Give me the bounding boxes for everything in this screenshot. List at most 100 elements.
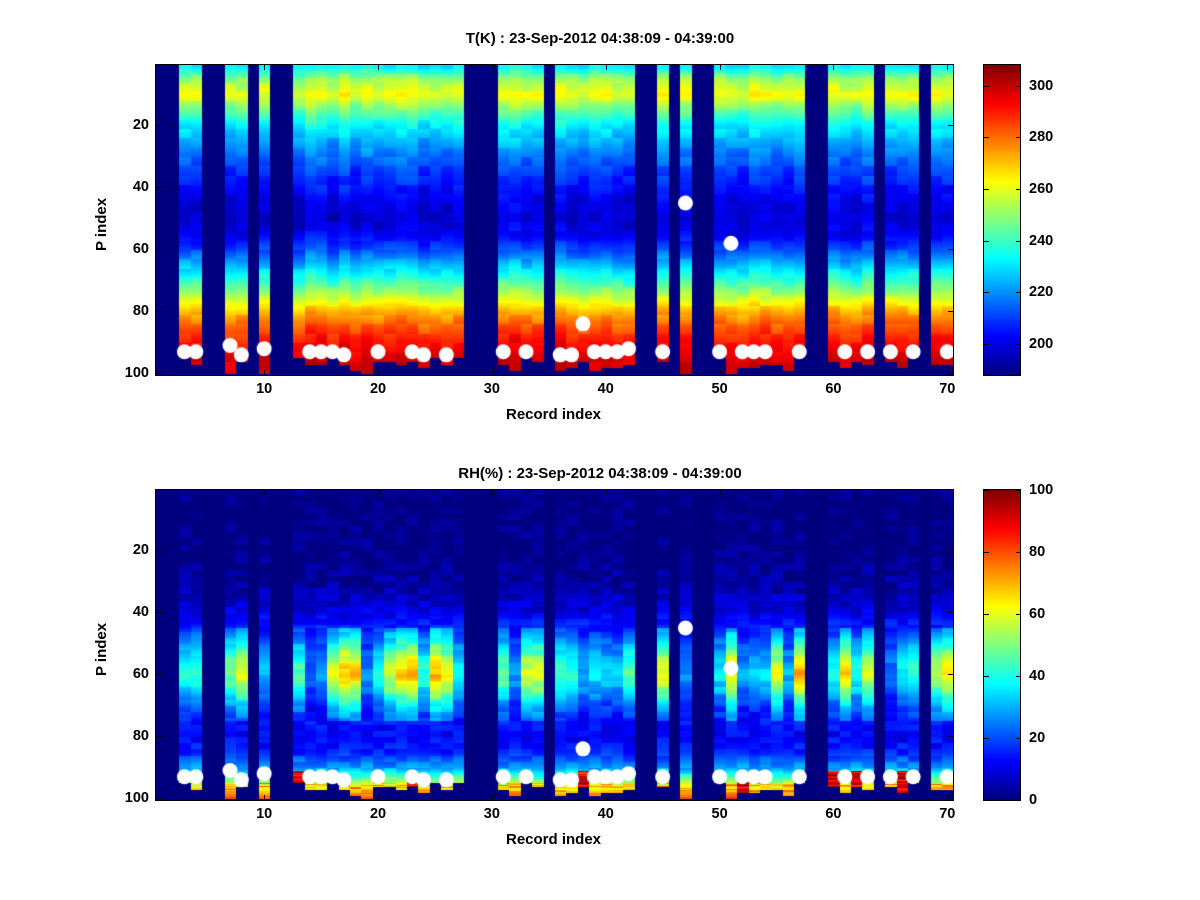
colorbar-tick — [1016, 490, 1021, 491]
yaxis-tick-label: 20 — [132, 117, 149, 134]
xaxis-tick-label: 30 — [483, 806, 500, 822]
colorbar-tick — [984, 490, 989, 491]
xaxis-tick-label: 50 — [711, 806, 728, 822]
colorbar-tick-label: 280 — [1029, 129, 1054, 146]
colorbar-tick — [984, 137, 989, 139]
yaxis-tick-right — [948, 249, 954, 251]
humidity-yaxis-label: P index — [93, 622, 110, 676]
humidity-xaxis-label: Record index — [505, 831, 602, 848]
xaxis-tick-label: 20 — [369, 381, 387, 397]
colorbar-tick — [984, 552, 989, 553]
xaxis-tick-label: 30 — [483, 381, 500, 397]
colorbar-tick-label: 240 — [1029, 232, 1054, 249]
xaxis-tick-label: 70 — [939, 381, 956, 397]
xaxis-tick — [264, 795, 266, 801]
xaxis-tick-label: 40 — [597, 806, 614, 822]
yaxis-tick-right — [948, 550, 954, 552]
xaxis-tick-top — [605, 489, 607, 495]
temperature-panel: T(K) : 23-Sep-2012 04:38:09 - 04:39:00 1… — [93, 30, 1054, 423]
xaxis-tick-top — [378, 64, 380, 70]
xaxis-tick-top — [719, 64, 721, 70]
xaxis-tick-top — [378, 489, 380, 495]
yaxis-tick — [156, 187, 162, 189]
xaxis-tick-top — [264, 489, 266, 495]
yaxis-tick-label: 80 — [132, 303, 149, 320]
xaxis-tick — [833, 370, 835, 376]
xaxis-tick-label: 40 — [597, 381, 614, 397]
xaxis-tick — [264, 370, 266, 376]
yaxis-tick-label: 80 — [132, 728, 149, 745]
yaxis-tick — [156, 373, 162, 375]
colorbar-tick — [984, 292, 989, 294]
colorbar-tick — [984, 614, 989, 615]
colorbar-tick-label: 80 — [1029, 544, 1046, 560]
yaxis-tick-label: 60 — [132, 666, 149, 683]
colorbar-tick-label: 220 — [1029, 284, 1054, 301]
yaxis-tick-label: 100 — [124, 365, 149, 382]
temperature-plot-title: T(K) : 23-Sep-2012 04:38:09 - 04:39:00 — [465, 30, 735, 47]
colorbar-tick — [984, 189, 989, 190]
yaxis-tick-label: 20 — [132, 542, 149, 559]
xaxis-tick — [491, 795, 493, 801]
humidity-plot-title: RH(%) : 23-Sep-2012 04:38:09 - 04:39:00 — [458, 465, 742, 482]
yaxis-tick-right — [948, 674, 954, 676]
temperature-colorbar[interactable] — [983, 64, 1021, 376]
xaxis-tick — [833, 795, 835, 801]
humidity-colorbar[interactable] — [983, 489, 1021, 801]
colorbar-tick — [984, 800, 989, 801]
xaxis-tick — [605, 795, 607, 801]
yaxis-tick — [156, 736, 162, 738]
temperature-colorbar-gradient — [984, 65, 1020, 375]
colorbar-tick — [1016, 137, 1021, 139]
humidity-heatmap — [156, 490, 953, 800]
yaxis-tick-right — [948, 373, 954, 375]
xaxis-tick-top — [719, 489, 721, 495]
xaxis-tick — [719, 370, 721, 376]
yaxis-tick — [156, 674, 162, 676]
xaxis-tick-top — [264, 64, 266, 70]
humidity-colorbar-gradient — [984, 490, 1020, 800]
temperature-xaxis-label: Record index — [505, 406, 602, 423]
yaxis-tick — [156, 125, 162, 127]
yaxis-tick — [156, 311, 162, 313]
colorbar-tick-label: 0 — [1029, 792, 1038, 808]
humidity-panel: RH(%) : 23-Sep-2012 04:38:09 - 04:39:00 … — [0, 450, 1200, 900]
humidity-axes[interactable] — [155, 489, 954, 801]
colorbar-tick — [1016, 676, 1021, 677]
xaxis-tick — [719, 795, 721, 801]
yaxis-tick-right — [948, 612, 954, 614]
xaxis-tick-top — [947, 489, 949, 495]
xaxis-tick-label: 60 — [825, 381, 842, 397]
colorbar-tick — [1016, 800, 1021, 801]
xaxis-tick-label: 10 — [256, 806, 273, 822]
colorbar-tick-label: 60 — [1029, 606, 1046, 622]
colorbar-tick-label: 200 — [1029, 336, 1054, 352]
temperature-heatmap — [156, 65, 953, 375]
temperature-yaxis-label: P index — [93, 197, 110, 251]
xaxis-tick-top — [833, 64, 835, 70]
yaxis-tick-label: 40 — [132, 604, 149, 621]
xaxis-tick-label: 50 — [711, 381, 728, 397]
xaxis-tick-top — [947, 64, 949, 70]
colorbar-tick — [1016, 344, 1021, 345]
colorbar-tick — [1016, 189, 1021, 190]
colorbar-tick — [984, 738, 989, 739]
yaxis-tick — [156, 249, 162, 251]
colorbar-tick-label: 300 — [1029, 77, 1054, 94]
xaxis-tick-label: 60 — [825, 806, 842, 822]
temperature-axes[interactable] — [155, 64, 954, 376]
xaxis-tick — [378, 795, 380, 801]
yaxis-tick — [156, 550, 162, 552]
xaxis-tick-top — [833, 489, 835, 495]
xaxis-tick-top — [491, 64, 493, 70]
colorbar-tick — [984, 85, 989, 87]
colorbar-tick — [1016, 292, 1021, 294]
colorbar-tick — [1016, 552, 1021, 553]
yaxis-tick-label: 60 — [132, 241, 149, 258]
yaxis-tick-right — [948, 125, 954, 127]
xaxis-tick-top — [605, 64, 607, 70]
colorbar-tick-label: 40 — [1029, 668, 1046, 684]
yaxis-tick-label: 40 — [132, 179, 149, 196]
xaxis-tick — [947, 370, 949, 376]
colorbar-tick — [1016, 738, 1021, 739]
